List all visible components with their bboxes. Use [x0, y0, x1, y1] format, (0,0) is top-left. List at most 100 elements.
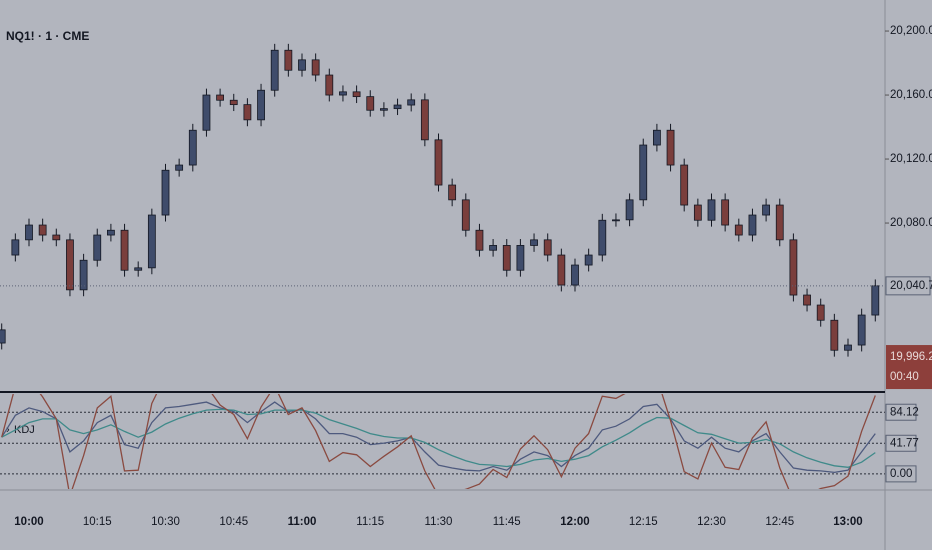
time-tick-label: 11:45 — [493, 516, 521, 528]
candle-body — [257, 89, 265, 121]
candle-body — [639, 144, 648, 201]
indicator-title: KDJ — [14, 424, 35, 436]
candle-body — [25, 224, 33, 241]
candle-body — [530, 239, 538, 246]
time-tick-label: 12:45 — [765, 516, 794, 528]
candle-body — [311, 59, 320, 76]
candle-body — [680, 164, 689, 206]
time-tick-label: 12:15 — [629, 516, 658, 528]
candle-body — [11, 239, 20, 256]
candle-body — [284, 49, 293, 71]
candle-body — [707, 199, 716, 221]
level-tag — [885, 403, 917, 421]
candle-body — [393, 104, 402, 110]
candle-body — [789, 239, 798, 296]
candle-body — [243, 104, 252, 121]
level-tag — [885, 465, 917, 483]
candle-body — [844, 344, 852, 351]
candle-body — [502, 245, 511, 271]
time-tick-label: 11:15 — [356, 516, 384, 528]
kdj-line — [1, 394, 876, 489]
last-price-label: 20,040.75 — [890, 280, 932, 292]
candle-body — [762, 204, 770, 216]
candle-body — [625, 199, 634, 221]
candle-body — [38, 224, 47, 236]
time-tick-label: 12:30 — [697, 516, 726, 528]
level-tag-label: 41.77 — [890, 437, 919, 449]
price-pane — [0, 43, 885, 357]
candle-body — [66, 239, 74, 291]
last-price-tag — [885, 276, 931, 296]
candle-body — [202, 94, 211, 131]
level-tag — [885, 434, 917, 452]
time-tick-label: 13:00 — [833, 516, 862, 528]
level-tag-label: 84.12 — [890, 406, 919, 418]
candle-body — [734, 224, 743, 236]
marker-price-tag — [886, 345, 932, 390]
candle-body — [584, 254, 593, 266]
candle-body — [107, 229, 115, 236]
time-tick-label: 10:45 — [219, 516, 248, 528]
candle-body — [816, 304, 825, 321]
level-tag-label: 0.00 — [890, 468, 912, 480]
candle-body — [93, 234, 102, 261]
candle-body — [653, 129, 661, 146]
candle-body — [366, 96, 375, 111]
time-tick-label: 10:00 — [14, 516, 43, 528]
candle-body — [161, 169, 170, 216]
candle-body — [216, 94, 225, 101]
indicator-chevron: › — [6, 424, 10, 436]
candle-body — [270, 49, 279, 91]
candle-body — [188, 129, 197, 166]
kdj-line — [1, 408, 876, 468]
kdj-line — [1, 401, 876, 474]
candle-body — [803, 294, 811, 306]
candle-body — [693, 204, 702, 221]
price-tick-label: 20,120.00 — [890, 153, 932, 165]
candle-body — [666, 129, 675, 166]
time-tick-label: 11:00 — [288, 516, 317, 528]
candle-body — [830, 319, 839, 351]
candle-body — [557, 254, 566, 286]
candle-body — [489, 245, 498, 251]
time-tick-label: 10:15 — [83, 516, 112, 528]
candle-body — [461, 199, 470, 231]
candle-body — [571, 264, 579, 286]
axes: 20,200.00 20,160.00 20,120.00 20,080.00 10:0… — [14, 25, 932, 528]
candle-body — [434, 139, 443, 186]
candle-body — [379, 108, 388, 111]
candle-body — [516, 245, 525, 271]
candle-body — [598, 219, 607, 256]
candle-body — [748, 214, 757, 236]
candle-body — [298, 59, 306, 71]
candle-body — [448, 184, 457, 201]
candle-body — [612, 219, 620, 222]
countdown-label: 00:40 — [890, 371, 919, 383]
candle-body — [857, 314, 866, 346]
price-tick-label: 20,200.00 — [890, 25, 932, 37]
candle-body — [407, 99, 416, 106]
indicator-pane — [0, 394, 885, 489]
candle-body — [52, 234, 61, 241]
candle-body — [721, 199, 730, 226]
symbol-title: NQ1! · 1 · CME — [6, 29, 89, 43]
time-tick-label: 11:30 — [425, 516, 453, 528]
candle-body — [543, 239, 552, 256]
time-tick-label: 12:00 — [560, 516, 589, 528]
candle-body — [325, 74, 334, 96]
time-tick-label: 10:30 — [151, 516, 180, 528]
price-tick-label: 20,160.00 — [890, 89, 932, 101]
candle-body — [229, 99, 238, 106]
candle-body — [352, 91, 361, 98]
candle-body — [175, 164, 184, 171]
candle-body — [79, 259, 88, 291]
marker-price-label: 19,996.25 — [890, 351, 932, 363]
candle-body — [475, 229, 484, 251]
candle-body — [420, 99, 429, 141]
candle-body — [339, 91, 347, 96]
candle-body — [120, 229, 129, 271]
price-tick-label: 20,080.00 — [890, 217, 932, 229]
candle-body — [871, 285, 880, 316]
